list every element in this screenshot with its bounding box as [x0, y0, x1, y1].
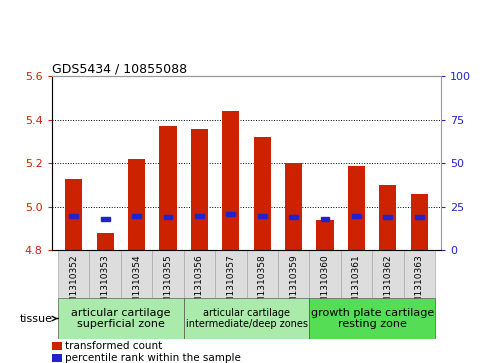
Bar [352, 214, 361, 217]
Text: GSM1310353: GSM1310353 [101, 254, 109, 315]
Text: articular cartilage
superficial zone: articular cartilage superficial zone [71, 308, 171, 329]
Text: GSM1310361: GSM1310361 [352, 254, 361, 315]
Bar [215, 250, 246, 298]
Bar [258, 214, 267, 217]
Bar [97, 233, 114, 250]
Text: transformed count: transformed count [66, 341, 163, 351]
Bar [309, 298, 435, 339]
Bar [89, 250, 121, 298]
Text: GSM1310363: GSM1310363 [415, 254, 424, 315]
Bar [341, 250, 372, 298]
Text: GSM1310352: GSM1310352 [69, 254, 78, 315]
Text: tissue: tissue [19, 314, 58, 323]
Bar [52, 354, 62, 362]
Bar [164, 215, 173, 219]
Bar [320, 217, 329, 221]
Text: GSM1310355: GSM1310355 [164, 254, 173, 315]
Bar [195, 214, 204, 217]
Bar [152, 250, 184, 298]
Bar [70, 214, 78, 217]
Bar [309, 250, 341, 298]
Text: articular cartilage
intermediate/deep zones: articular cartilage intermediate/deep zo… [185, 308, 308, 329]
Text: growth plate cartilage
resting zone: growth plate cartilage resting zone [311, 308, 434, 329]
Bar [226, 212, 235, 216]
Bar [159, 126, 176, 250]
Bar [132, 214, 141, 217]
Bar [289, 215, 298, 219]
Bar [191, 129, 208, 250]
Text: GSM1310362: GSM1310362 [384, 254, 392, 315]
Bar [222, 111, 240, 250]
Bar [65, 179, 82, 250]
Bar [121, 250, 152, 298]
Bar [58, 250, 89, 298]
Bar [285, 163, 302, 250]
Bar [384, 215, 392, 219]
Bar [379, 185, 396, 250]
Text: GSM1310358: GSM1310358 [258, 254, 267, 315]
Bar [415, 215, 423, 219]
Text: GSM1310356: GSM1310356 [195, 254, 204, 315]
Bar [101, 217, 109, 221]
Text: GSM1310360: GSM1310360 [320, 254, 329, 315]
Bar [246, 250, 278, 298]
Text: GSM1310359: GSM1310359 [289, 254, 298, 315]
Text: GDS5434 / 10855088: GDS5434 / 10855088 [52, 62, 187, 75]
Text: GSM1310354: GSM1310354 [132, 254, 141, 315]
Bar [52, 342, 62, 350]
Bar [253, 137, 271, 250]
Bar [184, 250, 215, 298]
Bar [58, 298, 184, 339]
Text: percentile rank within the sample: percentile rank within the sample [66, 353, 241, 363]
Text: GSM1310357: GSM1310357 [226, 254, 235, 315]
Bar [184, 298, 309, 339]
Bar [404, 250, 435, 298]
Bar [411, 194, 428, 250]
Bar [317, 220, 334, 250]
Bar [278, 250, 309, 298]
Bar [348, 166, 365, 250]
Bar [372, 250, 404, 298]
Bar [128, 159, 145, 250]
